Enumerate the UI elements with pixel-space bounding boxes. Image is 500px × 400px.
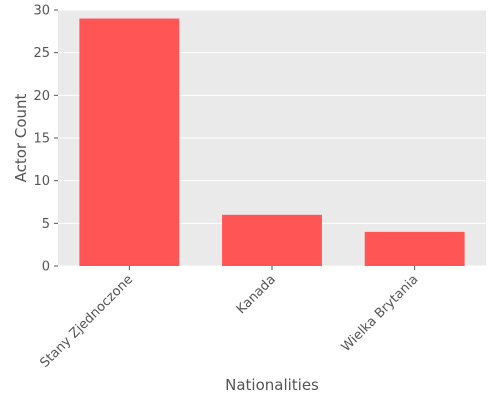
y-tick-label: 30 [33,4,50,19]
y-tick-label: 10 [33,174,50,189]
bar [222,214,322,266]
bar [364,231,465,266]
bar [79,18,180,267]
y-ticks: 0 5 10 15 20 25 30 [33,4,58,275]
y-tick-label: 5 [42,217,50,232]
x-tick-label: Wielka Brytania [339,272,422,355]
x-axis-label: Nationalities [225,376,319,394]
y-axis-label: Actor Count [12,93,30,182]
x-tick-label: Stany Zjednoczone [38,272,137,371]
x-tick-label: Kanada [234,272,279,317]
y-tick-label: 0 [42,260,50,275]
bars [79,18,465,267]
y-tick-label: 15 [33,132,50,147]
x-ticks: Stany Zjednoczone Kanada Wielka Brytania [38,266,422,371]
y-tick-label: 20 [33,89,50,104]
y-tick-label: 25 [33,46,50,61]
